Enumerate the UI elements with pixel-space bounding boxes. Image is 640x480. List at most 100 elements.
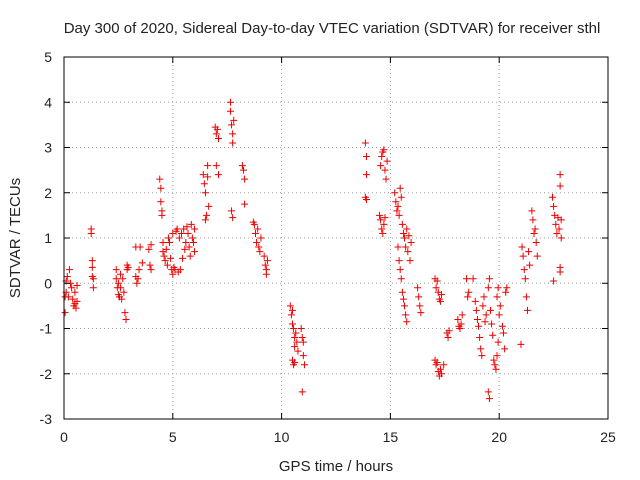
data-point (188, 234, 196, 242)
data-point (478, 352, 486, 360)
data-point (181, 245, 189, 253)
data-point (240, 166, 248, 174)
data-point (432, 284, 440, 292)
data-point (117, 270, 125, 278)
data-point (204, 162, 212, 170)
data-point (288, 306, 296, 314)
data-point (552, 220, 560, 228)
data-point (377, 216, 385, 224)
data-point (169, 270, 177, 278)
data-point (521, 275, 529, 283)
data-point (230, 116, 238, 124)
data-point (147, 266, 155, 274)
x-tick-label: 5 (169, 429, 177, 445)
data-point (112, 275, 120, 283)
data-point (298, 388, 306, 396)
data-point (162, 245, 170, 253)
data-point (255, 243, 263, 251)
data-point (121, 309, 129, 317)
data-point (212, 162, 220, 170)
data-point (241, 200, 249, 208)
data-point (392, 198, 400, 206)
data-point (522, 293, 530, 301)
data-point (484, 284, 492, 292)
data-point (531, 225, 539, 233)
data-point (136, 243, 144, 251)
data-point (253, 239, 261, 247)
data-point (262, 270, 270, 278)
data-point (494, 284, 502, 292)
data-point (65, 266, 73, 274)
data-point (464, 293, 472, 301)
data-point (402, 311, 410, 319)
data-point (532, 239, 540, 247)
data-point (167, 254, 175, 262)
y-tick-label: 3 (44, 140, 52, 156)
y-tick-label: 1 (44, 230, 52, 246)
data-point (394, 243, 402, 251)
data-point (226, 107, 234, 115)
data-point (178, 229, 186, 237)
y-tick-label: 5 (44, 49, 52, 65)
x-tick-label: 20 (491, 429, 507, 445)
data-point (465, 288, 473, 296)
data-point (256, 248, 264, 256)
data-point (382, 175, 390, 183)
data-point (490, 356, 498, 364)
data-point (257, 234, 265, 242)
data-point (402, 243, 410, 251)
data-point (398, 220, 406, 228)
data-point (205, 202, 213, 210)
data-point (362, 171, 370, 179)
x-tick-label: 15 (383, 429, 399, 445)
data-point (288, 320, 296, 328)
x-axis-label: GPS time / hours (279, 458, 393, 475)
data-point (179, 254, 187, 262)
data-point (147, 241, 155, 249)
data-point (300, 361, 308, 369)
data-point (69, 295, 77, 303)
data-point (401, 302, 409, 310)
data-point (549, 193, 557, 201)
data-point (557, 216, 565, 224)
data-point (417, 309, 425, 317)
data-point (473, 315, 481, 323)
data-point (156, 175, 164, 183)
tick-labels: 0 5 10 15 20 25 -3 -2 -1 0 1 2 3 4 5 (40, 49, 616, 445)
y-tick-label: 0 (44, 275, 52, 291)
data-point (291, 334, 299, 342)
data-point (238, 162, 246, 170)
data-point (185, 243, 193, 251)
data-point (519, 252, 527, 260)
data-point (416, 302, 424, 310)
data-point (491, 361, 499, 369)
data-point (89, 284, 97, 292)
y-tick-label: 4 (44, 94, 52, 110)
data-point (394, 202, 402, 210)
data-point (454, 315, 462, 323)
data-point (396, 266, 404, 274)
data-point (525, 248, 533, 256)
data-point (520, 266, 528, 274)
data-point (203, 211, 211, 219)
data-point (398, 288, 406, 296)
data-point (533, 252, 541, 260)
y-tick-label: -3 (40, 411, 53, 427)
data-point (251, 229, 259, 237)
data-point (229, 214, 237, 222)
data-point (397, 275, 405, 283)
data-point (477, 345, 485, 353)
chart-title: Day 300 of 2020, Sidereal Day-to-day VTE… (64, 20, 601, 37)
data-point (124, 263, 132, 271)
data-point (159, 239, 167, 247)
data-point (87, 229, 95, 237)
data-point (523, 306, 531, 314)
data-point (161, 257, 169, 265)
data-point (379, 229, 387, 237)
data-point (241, 175, 249, 183)
data-point (484, 388, 492, 396)
data-point (191, 248, 199, 256)
data-point (553, 229, 561, 237)
data-point (463, 275, 471, 283)
data-point (493, 293, 501, 301)
